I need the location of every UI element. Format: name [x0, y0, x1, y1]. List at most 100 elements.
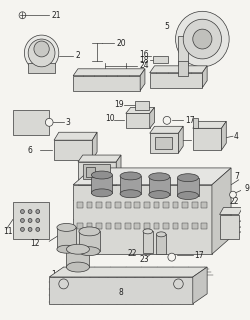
Ellipse shape [178, 174, 199, 182]
Circle shape [19, 12, 26, 19]
Polygon shape [202, 223, 207, 229]
Polygon shape [49, 277, 193, 304]
Circle shape [28, 39, 55, 67]
Polygon shape [173, 202, 178, 208]
Polygon shape [154, 223, 159, 229]
Polygon shape [77, 223, 83, 229]
Polygon shape [126, 108, 154, 113]
Polygon shape [13, 110, 49, 135]
Polygon shape [92, 132, 97, 160]
Ellipse shape [120, 172, 141, 180]
Text: 24: 24 [139, 61, 149, 70]
Polygon shape [150, 126, 183, 133]
Circle shape [59, 279, 69, 289]
Polygon shape [154, 202, 159, 208]
Polygon shape [78, 155, 121, 162]
Bar [156, 234, 166, 254]
Text: 10: 10 [105, 114, 114, 123]
Polygon shape [144, 223, 150, 229]
Polygon shape [140, 69, 145, 91]
Ellipse shape [66, 244, 90, 254]
Polygon shape [163, 223, 169, 229]
Ellipse shape [149, 173, 170, 181]
Text: 8: 8 [119, 288, 124, 297]
Text: 12: 12 [30, 239, 40, 248]
Polygon shape [57, 228, 76, 249]
Polygon shape [192, 223, 198, 229]
Text: 9: 9 [244, 184, 249, 193]
Circle shape [28, 228, 32, 231]
Circle shape [28, 210, 32, 213]
Circle shape [183, 19, 222, 59]
Polygon shape [73, 185, 212, 254]
Polygon shape [222, 121, 226, 150]
Circle shape [174, 279, 183, 289]
Polygon shape [125, 223, 130, 229]
Text: 17: 17 [195, 251, 204, 260]
Text: 22: 22 [128, 249, 137, 258]
Ellipse shape [66, 262, 90, 272]
Text: 22: 22 [229, 197, 239, 206]
Polygon shape [134, 202, 140, 208]
Polygon shape [192, 202, 198, 208]
Polygon shape [86, 202, 92, 208]
Polygon shape [96, 223, 102, 229]
Polygon shape [150, 66, 207, 73]
Circle shape [28, 219, 32, 222]
Text: 7: 7 [234, 172, 239, 181]
Polygon shape [49, 267, 207, 277]
Polygon shape [202, 202, 207, 208]
Polygon shape [115, 223, 121, 229]
Polygon shape [96, 202, 102, 208]
Bar [83, 164, 110, 179]
Text: 6: 6 [27, 146, 32, 155]
Polygon shape [178, 36, 188, 81]
Polygon shape [163, 202, 169, 208]
Ellipse shape [178, 192, 199, 199]
Text: 3: 3 [66, 118, 70, 127]
Polygon shape [73, 69, 145, 76]
Ellipse shape [156, 232, 166, 237]
Polygon shape [220, 214, 239, 239]
Ellipse shape [79, 247, 100, 256]
Polygon shape [182, 223, 188, 229]
Polygon shape [182, 202, 188, 208]
Circle shape [168, 253, 175, 261]
Circle shape [24, 35, 59, 71]
Polygon shape [86, 223, 92, 229]
Bar [143, 231, 152, 253]
Circle shape [230, 191, 236, 198]
Polygon shape [106, 223, 112, 229]
Polygon shape [73, 168, 231, 185]
Polygon shape [91, 175, 112, 193]
Circle shape [163, 116, 171, 124]
Polygon shape [134, 223, 140, 229]
Ellipse shape [79, 227, 100, 236]
Polygon shape [193, 118, 198, 128]
Circle shape [20, 210, 24, 213]
Bar [13, 202, 49, 239]
Bar [152, 56, 168, 63]
Text: 13: 13 [193, 136, 202, 145]
Circle shape [34, 41, 49, 57]
Polygon shape [79, 231, 100, 251]
Polygon shape [106, 202, 112, 208]
Polygon shape [73, 76, 140, 91]
Polygon shape [178, 126, 183, 153]
Text: 15: 15 [108, 177, 118, 186]
Ellipse shape [149, 191, 170, 199]
Text: 21: 21 [51, 11, 61, 20]
Polygon shape [220, 208, 242, 214]
Bar [154, 137, 172, 149]
Circle shape [20, 219, 24, 222]
Polygon shape [125, 202, 130, 208]
Circle shape [36, 210, 40, 213]
Text: 23: 23 [139, 255, 149, 264]
Polygon shape [28, 63, 55, 73]
Ellipse shape [57, 245, 76, 253]
Polygon shape [150, 133, 178, 153]
Ellipse shape [57, 223, 76, 231]
Polygon shape [149, 177, 170, 195]
Circle shape [46, 118, 53, 126]
Polygon shape [150, 73, 202, 88]
